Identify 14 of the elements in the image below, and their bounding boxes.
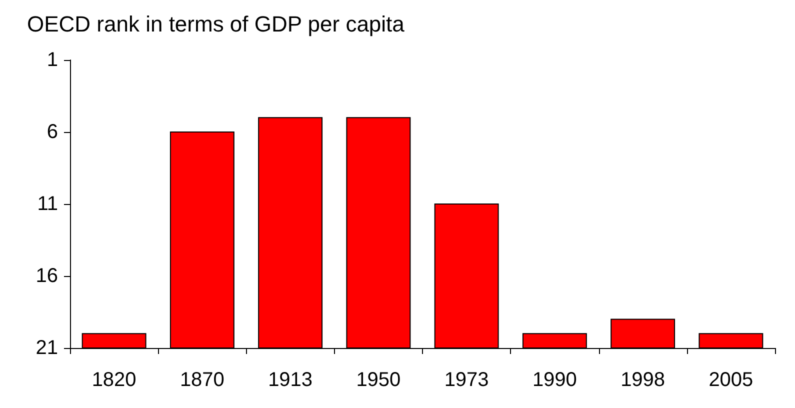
- x-tick-label: 1973: [444, 369, 489, 391]
- y-tick-label: 21: [36, 337, 58, 359]
- y-tick-label: 6: [46, 121, 58, 143]
- x-tick-label: 1990: [532, 369, 577, 391]
- chart-title: OECD rank in terms of GDP per capita: [27, 12, 406, 36]
- x-tick-label: 2005: [708, 369, 754, 391]
- y-tick-label: 11: [37, 193, 58, 215]
- y-tick-label: 1: [46, 49, 58, 71]
- x-tick-label: 1998: [620, 369, 666, 391]
- x-tick-label: 1913: [268, 369, 313, 391]
- x-tick-label: 1820: [92, 369, 136, 391]
- x-tick-label: 1950: [356, 369, 401, 391]
- y-tick-label: 16: [36, 265, 58, 287]
- x-tick-label: 1870: [180, 369, 224, 391]
